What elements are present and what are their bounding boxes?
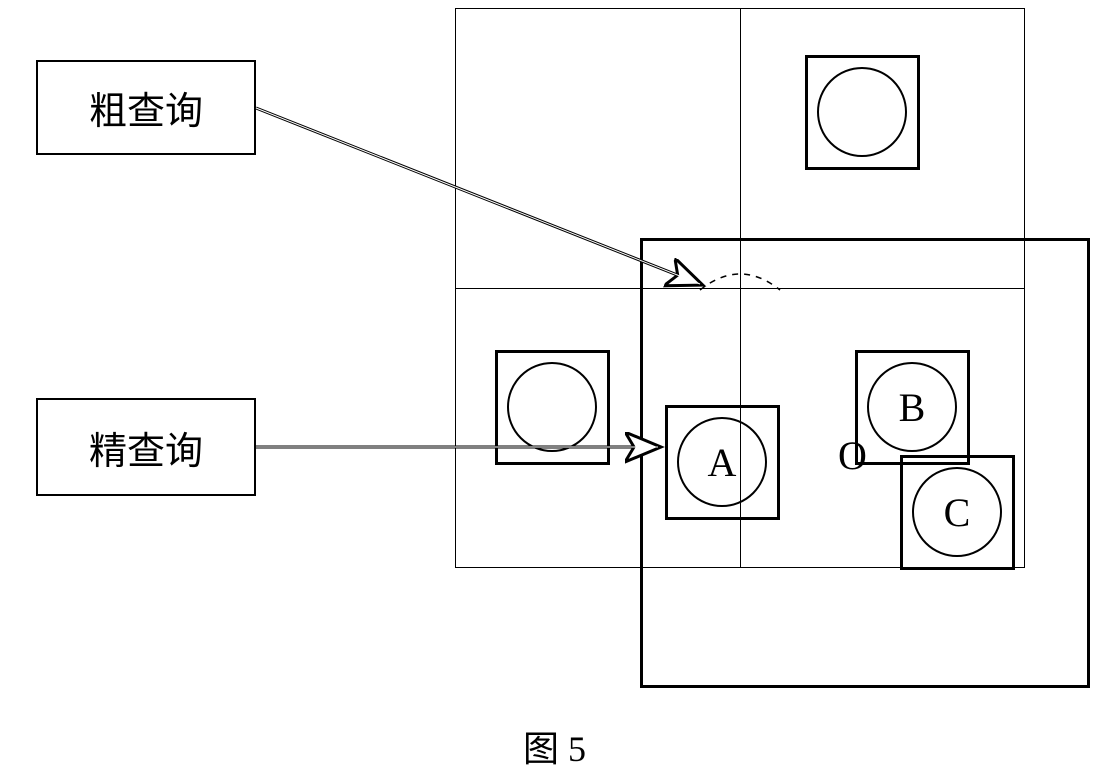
arrow-fine [0, 0, 1109, 783]
figure-caption: 图 5 [523, 720, 586, 772]
diagram-canvas: A B C O 粗查询 精查询 [0, 0, 1109, 783]
